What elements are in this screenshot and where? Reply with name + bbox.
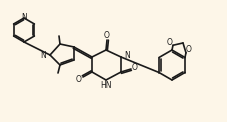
Text: N: N	[40, 51, 46, 60]
Text: N: N	[21, 14, 27, 22]
Text: O: O	[76, 75, 82, 83]
Text: O: O	[132, 63, 138, 72]
Text: O: O	[186, 45, 192, 54]
Text: N: N	[124, 51, 130, 60]
Text: O: O	[104, 31, 110, 41]
Text: O: O	[167, 38, 173, 47]
Text: HN: HN	[100, 81, 112, 90]
